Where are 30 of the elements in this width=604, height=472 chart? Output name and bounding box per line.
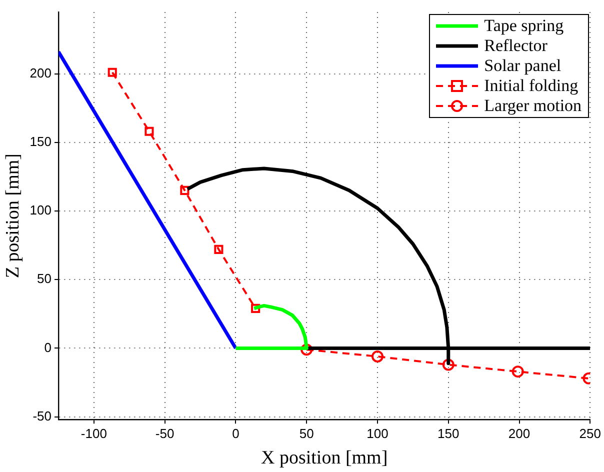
x-tick-label: -50 [155,426,174,441]
y-tick-label: 200 [30,65,52,80]
point [144,126,154,136]
y-tick-label: 100 [30,202,52,218]
x-tick-label: 150 [438,426,460,441]
legend-label: Solar panel [484,56,562,76]
x-tick-label: 100 [366,426,388,441]
x-tick-label: -100 [80,426,107,441]
point [180,186,190,195]
legend-label: Reflector [484,36,548,56]
y-axis-title: Z position [mm] [2,154,24,278]
y-tick-label: 50 [37,271,52,286]
point [108,68,117,77]
point [214,244,224,254]
point [251,304,260,313]
legend-label: Larger motion [484,96,582,116]
y-tick-label: -50 [32,408,52,424]
y-tick-label: 0 [44,340,52,355]
y-tick-label: 150 [30,134,52,149]
point [371,350,384,362]
x-tick-label: 250 [579,426,602,441]
point [300,344,313,356]
x-axis-title: X position [mm] [260,448,388,469]
point [512,366,524,378]
x-tick-label: 0 [232,426,240,441]
x-tick-label: 50 [299,426,314,441]
legend-label: Tape spring [484,16,564,36]
legend-label: Initial folding [484,76,578,96]
point [442,358,454,371]
x-tick-label: 200 [508,426,530,441]
